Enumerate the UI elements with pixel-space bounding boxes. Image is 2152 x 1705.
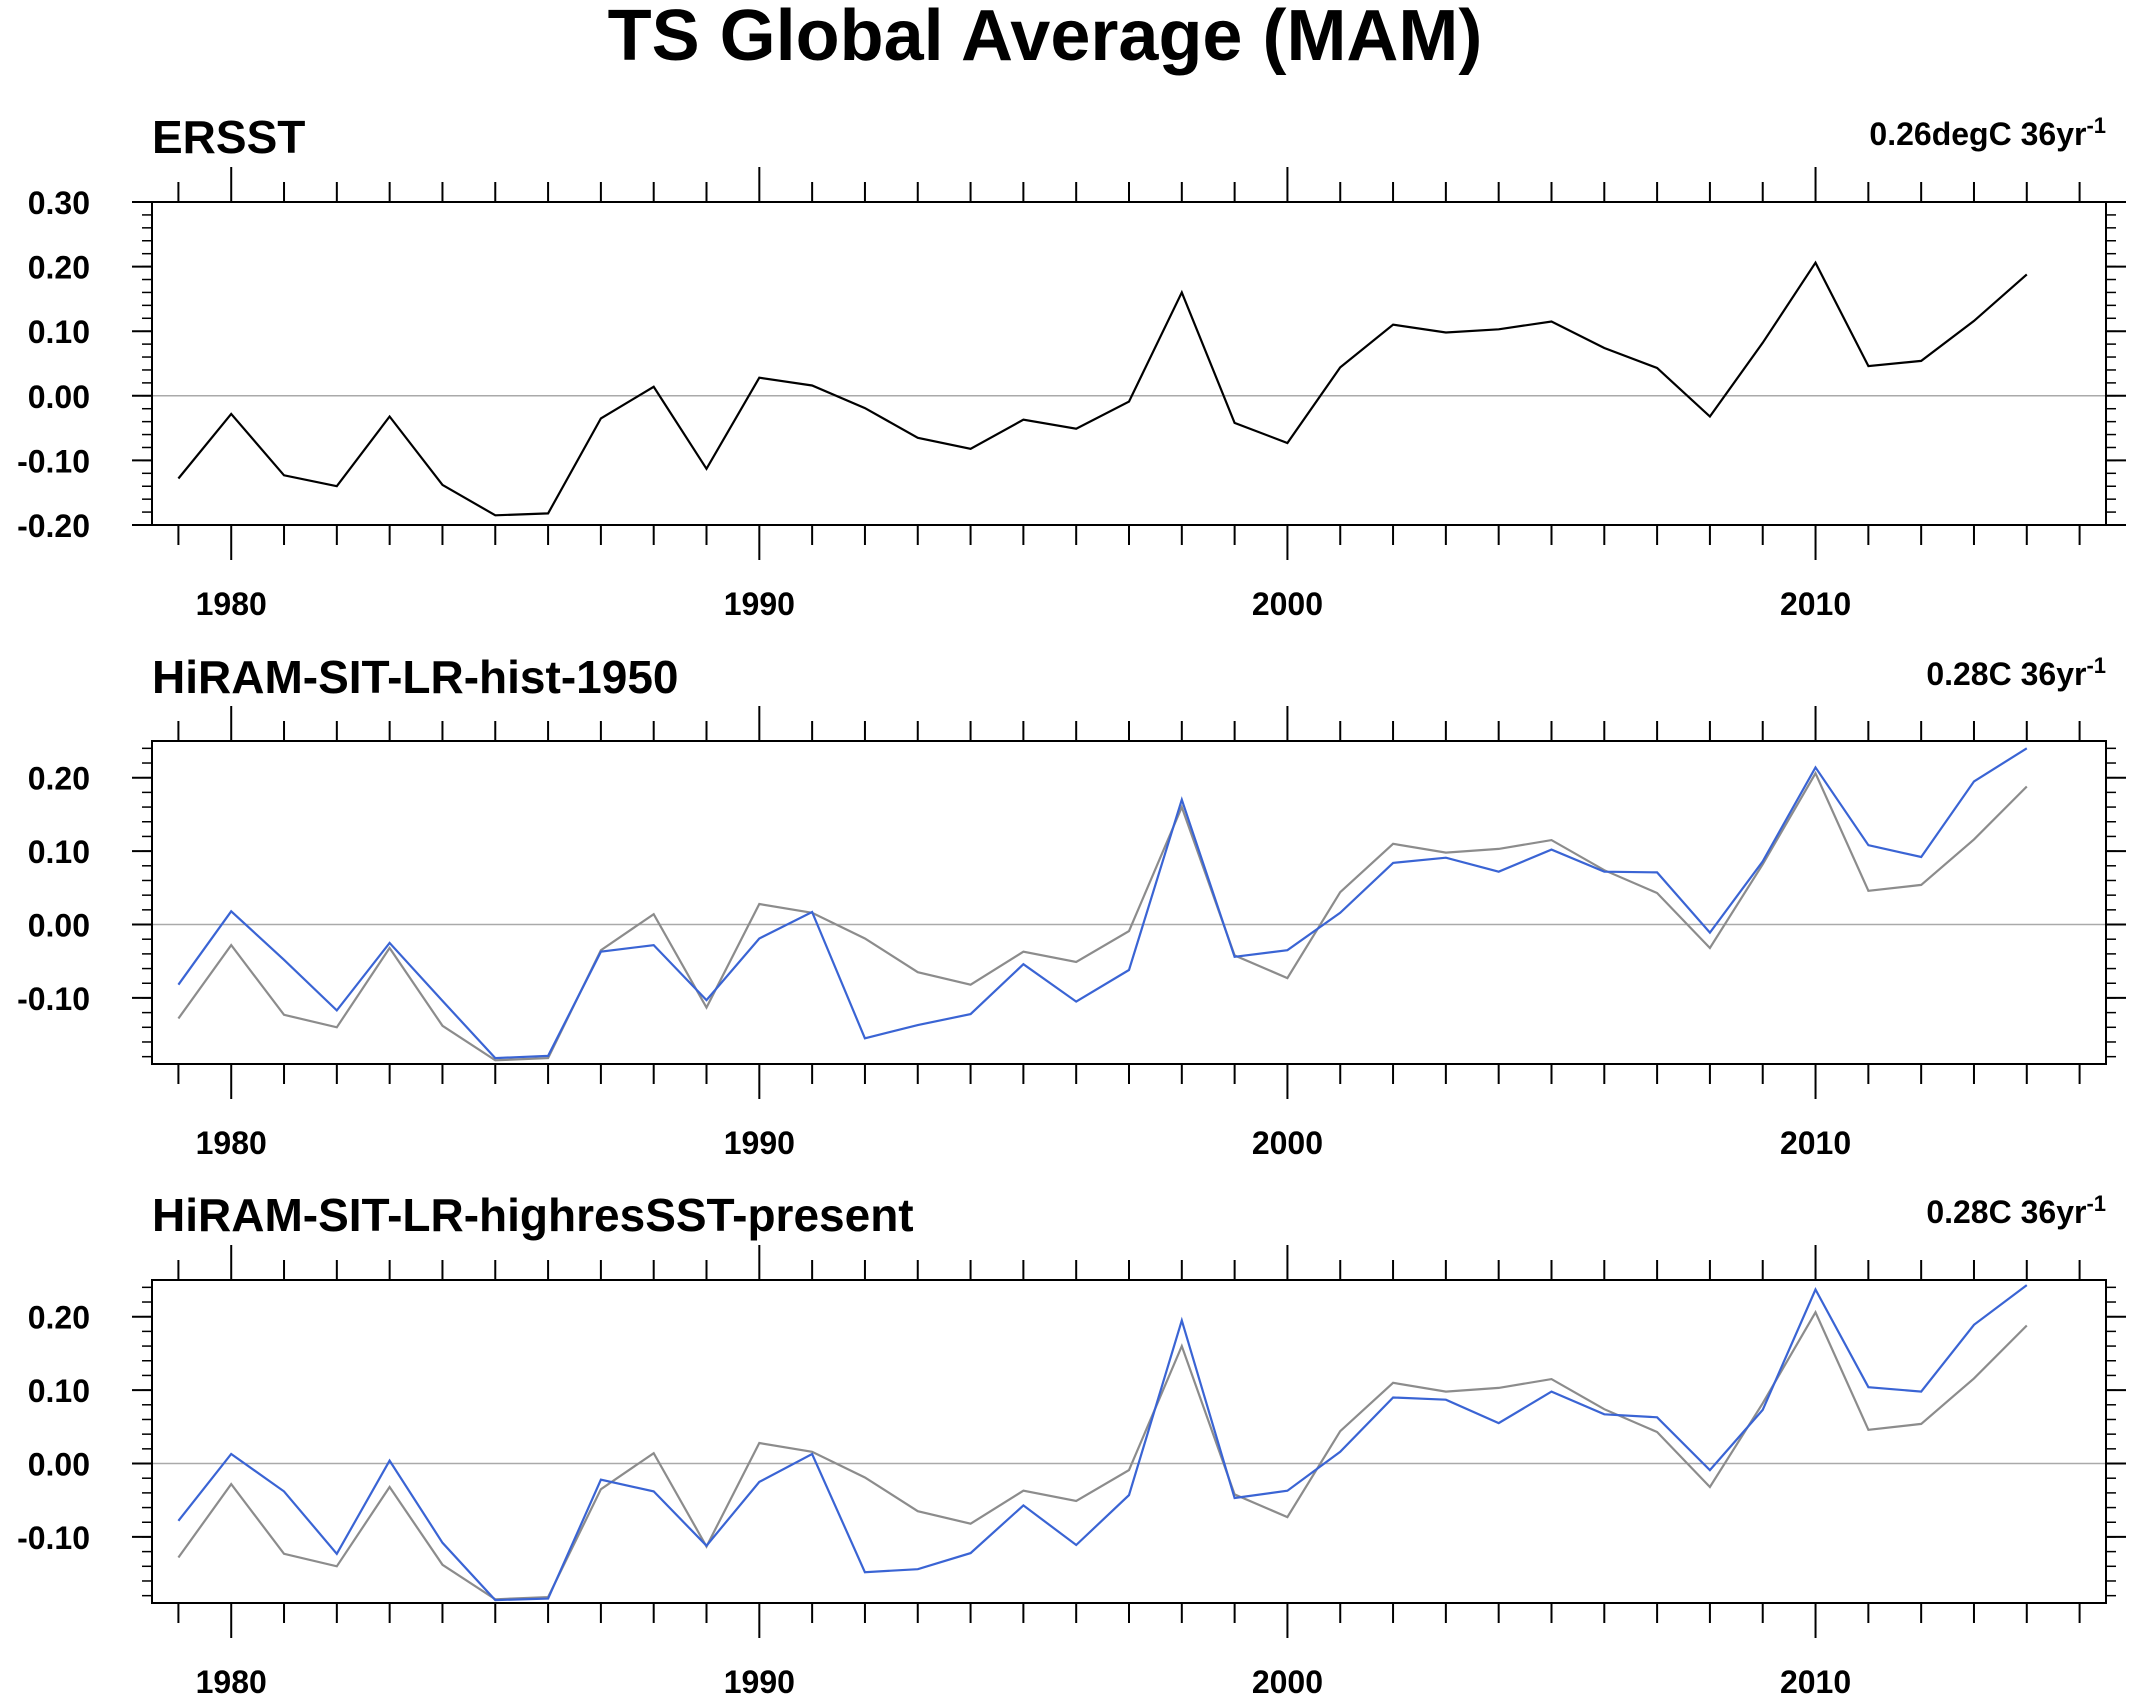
trend-sup: -1: [2086, 653, 2106, 678]
panel-title: HiRAM-SIT-LR-hist-1950: [152, 651, 678, 703]
y-tick-label: 0.30: [28, 185, 90, 221]
y-tick-label: 0.00: [28, 908, 90, 944]
y-tick-label: -0.10: [17, 981, 90, 1017]
y-tick-label: 0.10: [28, 1373, 90, 1409]
trend-text: 0.28C 36yr: [1926, 656, 2086, 692]
y-tick-label: -0.10: [17, 443, 90, 479]
x-tick-label: 2010: [1780, 1664, 1851, 1700]
trend-label: 0.28C 36yr-1: [1926, 653, 2106, 692]
y-tick-label: 0.20: [28, 250, 90, 286]
x-tick-label: 1990: [724, 1125, 795, 1161]
panel-hist-1950: HiRAM-SIT-LR-hist-1950 0.28C 36yr-1 -0.1…: [17, 651, 2126, 1161]
x-tick-label: 1990: [724, 1664, 795, 1700]
trend-text: 0.28C 36yr: [1926, 1194, 2086, 1230]
y-tick-label: 0.20: [28, 1300, 90, 1336]
y-tick-label: 0.00: [28, 1447, 90, 1483]
x-tick-label: 1990: [724, 586, 795, 622]
panel-title: ERSST: [152, 111, 305, 163]
panel-highressst-present: HiRAM-SIT-LR-highresSST-present 0.28C 36…: [17, 1189, 2126, 1700]
x-tick-label: 2010: [1780, 1125, 1851, 1161]
figure-title: TS Global Average (MAM): [608, 0, 1483, 76]
trend-label: 0.26degC 36yr-1: [1869, 113, 2106, 152]
plot-frame: [151, 1279, 2107, 1604]
panel-title: HiRAM-SIT-LR-highresSST-present: [152, 1189, 914, 1241]
y-tick-label: 0.10: [28, 834, 90, 870]
x-tick-label: 2000: [1252, 1664, 1323, 1700]
trend-sup: -1: [2086, 1191, 2106, 1216]
y-tick-label: 0.20: [28, 761, 90, 797]
x-tick-label: 2000: [1252, 586, 1323, 622]
series-line-model: [177, 1284, 2028, 1602]
y-tick-label: 0.10: [28, 314, 90, 350]
series-line-model: [177, 747, 2028, 1060]
x-tick-label: 2000: [1252, 1125, 1323, 1161]
x-tick-label: 1980: [196, 586, 267, 622]
series-line-reference: [177, 260, 2028, 517]
x-tick-label: 1980: [196, 1664, 267, 1700]
plot-frame: [151, 201, 2107, 526]
trend-label: 0.28C 36yr-1: [1926, 1191, 2106, 1230]
series-line-reference: [177, 1309, 2028, 1601]
panel-ersst: ERSST 0.26degC 36yr-1 -0.20 -0.10 0.00 0.10…: [17, 111, 2126, 622]
plot-frame: [151, 740, 2107, 1065]
x-tick-label: 2010: [1780, 586, 1851, 622]
trend-text: 0.26degC 36yr: [1869, 116, 2086, 152]
y-tick-label: -0.10: [17, 1520, 90, 1556]
x-tick-label: 1980: [196, 1125, 267, 1161]
series-line-reference: [177, 770, 2028, 1062]
y-tick-label: 0.00: [28, 379, 90, 415]
trend-sup: -1: [2086, 113, 2106, 138]
y-tick-label: -0.20: [17, 508, 90, 544]
